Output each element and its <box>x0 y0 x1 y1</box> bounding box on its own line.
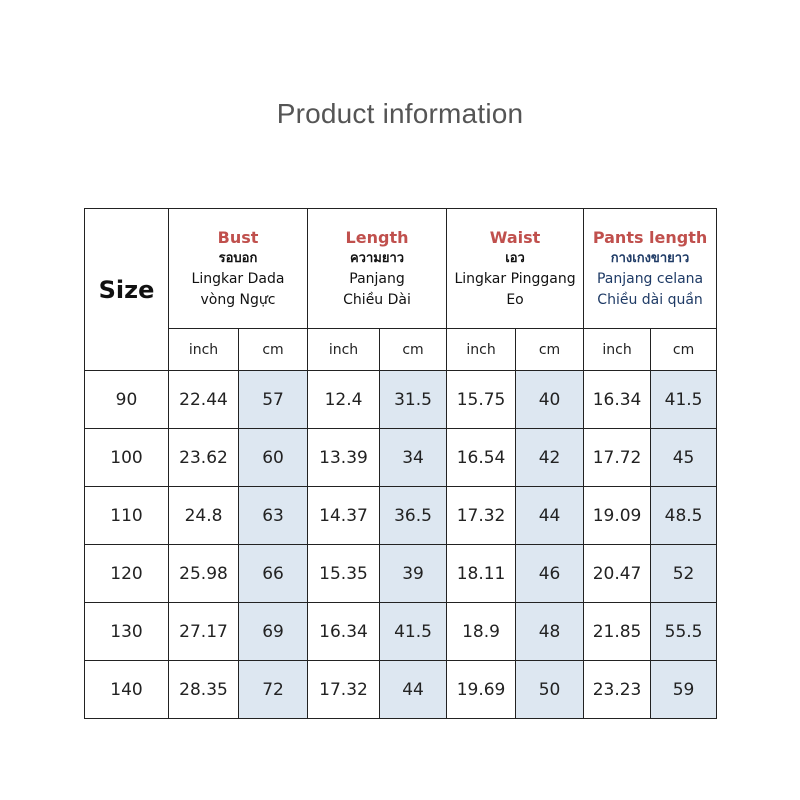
group-header-bust: Bust รอบอก Lingkar Dada vòng Ngực <box>167 208 309 329</box>
cm-value-cell: 41.5 <box>650 370 718 429</box>
unit-inch: inch <box>307 328 381 371</box>
table-row: 100 23.62 60 13.39 34 16.54 42 17.72 45 <box>84 428 718 487</box>
inch-value-cell: 16.34 <box>583 370 652 429</box>
size-label: Size <box>98 275 155 304</box>
inch-value-cell: 15.75 <box>446 370 517 429</box>
size-cell: 100 <box>84 428 169 487</box>
table-row: 110 24.8 63 14.37 36.5 17.32 44 19.09 48.5 <box>84 486 718 545</box>
cm-value-cell: 31.5 <box>379 370 448 429</box>
group-header-waist: Waist เอว Lingkar Pinggang Eo <box>446 208 585 329</box>
inch-value-cell: 23.23 <box>583 660 652 719</box>
size-chart-table: Size Bust รอบอก Lingkar Dada vòng Ngực L… <box>84 208 718 719</box>
cm-value-cell: 40 <box>515 370 585 429</box>
cm-value-cell: 69 <box>237 602 309 661</box>
group-label-line: Lingkar Dada <box>191 270 285 287</box>
group-label-line: vòng Ngực <box>200 291 276 308</box>
inch-value-cell: 27.17 <box>168 602 239 661</box>
group-label-line: Chiều dài quần <box>597 291 703 308</box>
inch-value-cell: 28.35 <box>168 660 239 719</box>
unit-cm: cm <box>515 328 585 371</box>
unit-cm: cm <box>650 328 718 371</box>
inch-value-cell: 15.35 <box>307 544 381 603</box>
inch-value-cell: 17.32 <box>446 486 517 545</box>
group-thai-label: เอว <box>505 250 525 266</box>
cm-value-cell: 44 <box>515 486 585 545</box>
inch-value-cell: 19.69 <box>446 660 517 719</box>
table-row: 140 28.35 72 17.32 44 19.69 50 23.23 59 <box>84 660 718 719</box>
unit-cm: cm <box>237 328 309 371</box>
inch-value-cell: 22.44 <box>168 370 239 429</box>
cm-value-cell: 46 <box>515 544 585 603</box>
cm-value-cell: 52 <box>650 544 718 603</box>
cm-value-cell: 57 <box>237 370 309 429</box>
inch-value-cell: 25.98 <box>168 544 239 603</box>
group-thai-label: รอบอก <box>218 250 258 266</box>
header-row: Size Bust รอบอก Lingkar Dada vòng Ngực L… <box>84 208 718 371</box>
group-label-line: Panjang celana <box>596 270 704 287</box>
inch-value-cell: 16.34 <box>307 602 381 661</box>
size-cell: 120 <box>84 544 169 603</box>
size-cell: 140 <box>84 660 169 719</box>
group-title: Length <box>345 227 409 247</box>
unit-inch: inch <box>168 328 239 371</box>
size-cell: 130 <box>84 602 169 661</box>
inch-value-cell: 21.85 <box>583 602 652 661</box>
inch-value-cell: 23.62 <box>168 428 239 487</box>
inch-value-cell: 17.32 <box>307 660 381 719</box>
inch-value-cell: 12.4 <box>307 370 381 429</box>
inch-value-cell: 24.8 <box>168 486 239 545</box>
cm-value-cell: 34 <box>379 428 448 487</box>
cm-value-cell: 44 <box>379 660 448 719</box>
cm-value-cell: 36.5 <box>379 486 448 545</box>
table-row: 130 27.17 69 16.34 41.5 18.9 48 21.85 55.5 <box>84 602 718 661</box>
group-header-pants-length: Pants length กางเกงขายาว Panjang celana … <box>583 208 718 329</box>
unit-row: inch cm inch cm inch cm inch cm <box>85 328 718 371</box>
cm-value-cell: 59 <box>650 660 718 719</box>
group-title: Pants length <box>592 227 708 247</box>
group-label-line: Panjang <box>349 270 405 287</box>
cm-value-cell: 50 <box>515 660 585 719</box>
cm-value-cell: 55.5 <box>650 602 718 661</box>
cm-value-cell: 42 <box>515 428 585 487</box>
inch-value-cell: 19.09 <box>583 486 652 545</box>
group-thai-label: กางเกงขายาว <box>610 250 690 266</box>
group-title: Bust <box>217 227 259 247</box>
group-thai-label: ความยาว <box>349 250 405 266</box>
cm-value-cell: 45 <box>650 428 718 487</box>
page-title: Product information <box>276 98 524 129</box>
inch-value-cell: 17.72 <box>583 428 652 487</box>
size-header-cell: Size <box>84 208 169 371</box>
cm-value-cell: 63 <box>237 486 309 545</box>
unit-cm: cm <box>379 328 448 371</box>
size-cell: 90 <box>84 370 169 429</box>
cm-value-cell: 72 <box>237 660 309 719</box>
group-header-length: Length ความยาว Panjang Chiều Dài <box>307 208 448 329</box>
size-cell: 110 <box>84 486 169 545</box>
table-body: 90 22.44 57 12.4 31.5 15.75 40 16.34 41.5 100 23.6… <box>84 370 718 719</box>
inch-value-cell: 18.11 <box>446 544 517 603</box>
inch-value-cell: 16.54 <box>446 428 517 487</box>
cm-value-cell: 48.5 <box>650 486 718 545</box>
table-row: 120 25.98 66 15.35 39 18.11 46 20.47 52 <box>84 544 718 603</box>
cm-value-cell: 48 <box>515 602 585 661</box>
inch-value-cell: 14.37 <box>307 486 381 545</box>
group-label-line: Lingkar Pinggang <box>454 270 576 287</box>
group-title: Waist <box>489 227 541 247</box>
table-row: 90 22.44 57 12.4 31.5 15.75 40 16.34 41.5 <box>84 370 718 429</box>
cm-value-cell: 66 <box>237 544 309 603</box>
inch-value-cell: 13.39 <box>307 428 381 487</box>
group-label-line: Eo <box>506 291 524 308</box>
inch-value-cell: 20.47 <box>583 544 652 603</box>
inch-value-cell: 18.9 <box>446 602 517 661</box>
group-label-line: Chiều Dài <box>343 291 411 308</box>
cm-value-cell: 41.5 <box>379 602 448 661</box>
unit-inch: inch <box>583 328 652 371</box>
unit-inch: inch <box>446 328 517 371</box>
cm-value-cell: 39 <box>379 544 448 603</box>
cm-value-cell: 60 <box>237 428 309 487</box>
